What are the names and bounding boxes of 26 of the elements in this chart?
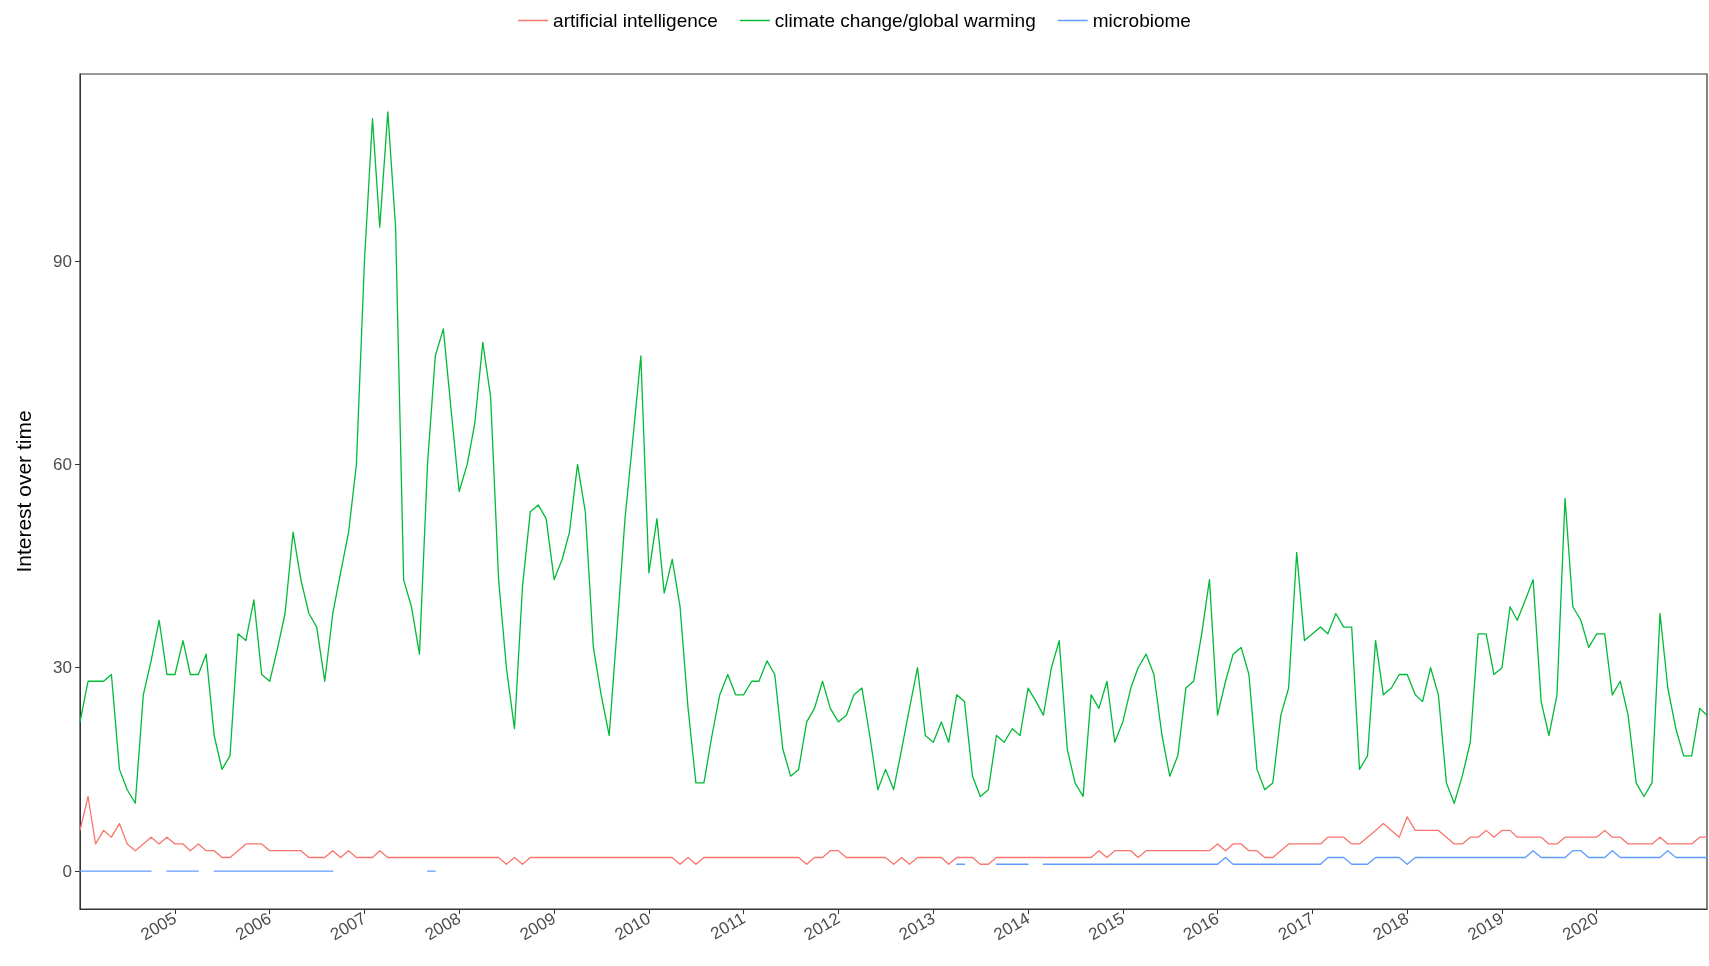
legend-label: artificial intelligence [553,10,718,31]
y-tick-label: 0 [62,861,72,881]
x-tick-label: 2015 [1085,908,1128,945]
x-tick-label: 2011 [707,908,749,944]
y-tick-label: 30 [53,658,72,678]
x-tick-label: 2017 [1275,908,1318,945]
x-tick-label: 2019 [1464,908,1507,945]
line-series [79,795,1708,865]
x-tick-label: 2005 [137,908,180,945]
line-series [79,111,1708,804]
x-tick-label: 2013 [895,908,939,945]
x-tick-label: 2009 [516,908,559,945]
x-tick-label: 2010 [611,908,654,945]
x-tick-label: 2014 [990,908,1033,945]
y-axis-title: Interest over time [12,410,35,573]
legend-label: climate change/global warming [774,10,1036,31]
x-tick-label: 2007 [326,908,370,945]
legend-label: microbiome [1092,10,1191,31]
x-tick-label: 2020 [1559,908,1602,945]
y-tick-label: 60 [53,454,72,474]
x-tick-label: 2012 [800,908,844,945]
x-tick-label: 2006 [232,908,275,945]
x-tick-label: 2018 [1369,908,1412,945]
x-tick-label: 2016 [1180,908,1223,945]
y-tick-label: 90 [53,251,72,271]
x-tick-label: 2008 [421,908,464,945]
